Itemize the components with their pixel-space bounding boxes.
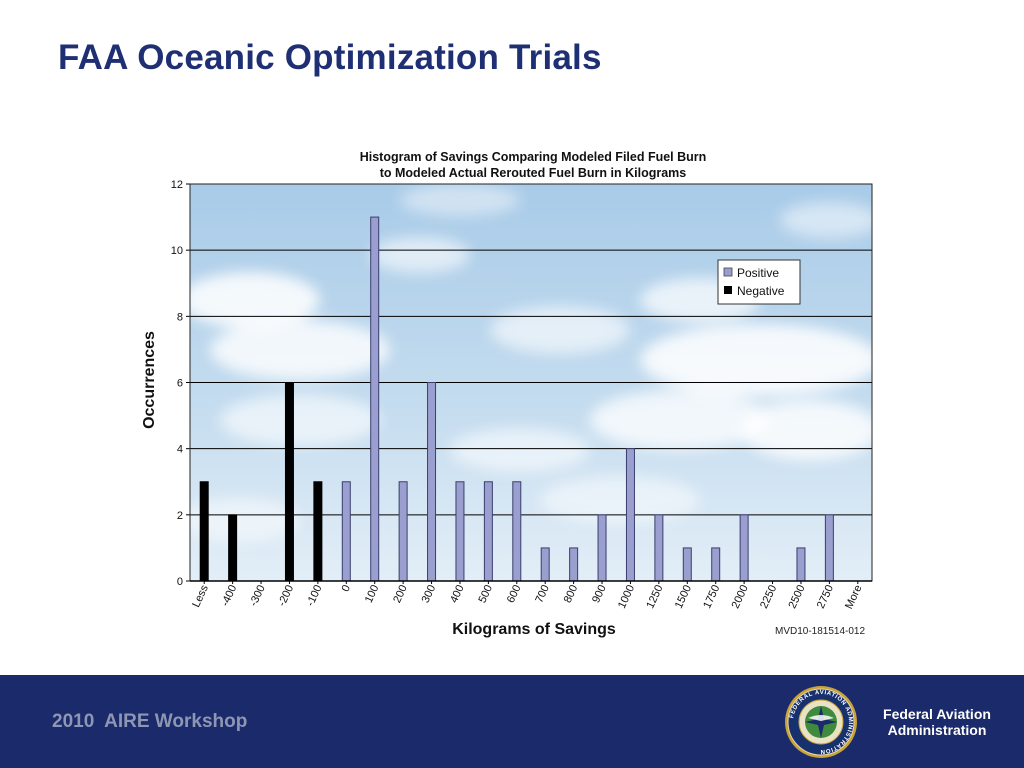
footer-bar: 2010 AIRE Workshop FEDERAL AVIATION ADMI… [0, 675, 1024, 768]
chart-title-line2: to Modeled Actual Rerouted Fuel Burn in … [380, 166, 687, 180]
x-tick-label: More [843, 583, 864, 611]
x-tick-label: 1000 [616, 583, 637, 610]
slide-title: FAA Oceanic Optimization Trials [58, 38, 602, 77]
bar-positive-200 [398, 481, 408, 582]
cloud [400, 184, 520, 216]
legend-label-positive: Positive [737, 266, 779, 280]
bar-positive-500 [483, 481, 493, 582]
x-tick-label: Less [190, 583, 211, 610]
cloud [590, 390, 770, 450]
legend: Positive Negative [717, 259, 801, 305]
bar-negative--200 [284, 382, 294, 582]
cloud [220, 394, 380, 446]
bar-positive-2500 [796, 547, 806, 582]
x-tick-label: 100 [363, 583, 382, 605]
cloud [370, 237, 470, 273]
cloud [490, 306, 630, 354]
bar-positive-900 [597, 514, 607, 582]
faa-seal-icon: FEDERAL AVIATION ADMINISTRATION [785, 686, 857, 758]
bar-positive-600 [512, 481, 522, 582]
cloud [740, 400, 880, 460]
cloud [640, 324, 880, 396]
agency-name: Federal Aviation Administration [866, 706, 1008, 738]
cloud [210, 320, 390, 380]
x-tick-label: 1500 [673, 583, 694, 610]
cloud [180, 272, 320, 328]
x-tick-label: -300 [248, 583, 268, 608]
x-tick-label: 900 [590, 583, 609, 605]
x-tick-label: 2750 [815, 583, 836, 610]
x-tick-label: 1750 [701, 583, 722, 610]
x-tick-label: 2250 [758, 583, 779, 610]
x-tick-label: 0 [340, 583, 353, 594]
x-tick-label: 200 [391, 583, 410, 605]
y-tick-label: 2 [177, 510, 183, 522]
bars [199, 216, 834, 582]
agency-line2: Administration [887, 722, 987, 738]
histogram-chart: 0 2 4 6 8 10 12 Less -400 -300 -200 -100 0 100 200 300 4… [141, 150, 880, 638]
x-tick-label: 2500 [786, 583, 807, 610]
x-tick-label: 1250 [644, 583, 665, 610]
footer-workshop-text: 2010 AIRE Workshop [52, 711, 248, 732]
bar-positive-800 [569, 547, 579, 582]
bar-positive-1000 [625, 448, 635, 582]
cloud [780, 202, 880, 238]
cloud [180, 498, 300, 542]
bar-negative--100 [313, 481, 323, 582]
chart-title-line1: Histogram of Savings Comparing Modeled F… [360, 150, 707, 164]
y-axis-label: Occurrences [141, 331, 158, 429]
bar-positive-700 [540, 547, 550, 582]
cloud [540, 476, 700, 524]
chart-reference-label: MVD10-181514-012 [775, 626, 865, 637]
x-tick-label: 400 [448, 583, 467, 605]
bar-positive-400 [455, 481, 465, 582]
bar-negative-Less [199, 481, 209, 582]
legend-label-negative: Negative [737, 284, 785, 298]
y-tick-label: 6 [177, 378, 183, 390]
x-tick-label: 300 [420, 583, 439, 605]
y-tick-label: 12 [171, 179, 183, 191]
agency-line1: Federal Aviation [883, 706, 991, 722]
bar-positive-1500 [682, 547, 692, 582]
bar-positive-1750 [711, 547, 721, 582]
y-tick-label: 4 [177, 444, 183, 456]
bar-positive-300 [427, 382, 437, 582]
legend-swatch-negative [724, 286, 732, 294]
y-tick-label: 0 [177, 576, 183, 588]
x-tick-label: 2000 [730, 583, 751, 610]
x-tick-label: -100 [304, 583, 324, 608]
x-tick-label: 800 [562, 583, 581, 605]
bar-positive-1250 [654, 514, 664, 582]
y-tick-label: 8 [177, 311, 183, 323]
bar-negative--400 [228, 514, 238, 582]
bar-positive-2750 [824, 514, 834, 582]
bar-positive-2000 [739, 514, 749, 582]
legend-swatch-positive [723, 267, 733, 277]
x-tick-label: 700 [533, 583, 552, 605]
x-axis-label: Kilograms of Savings [452, 621, 616, 638]
x-tick-label: 600 [505, 583, 524, 605]
bar-positive-100 [370, 216, 380, 582]
bar-positive-0 [341, 481, 351, 582]
x-tick-label: -400 [219, 583, 239, 608]
y-tick-label: 10 [171, 245, 183, 257]
x-tick-label: -200 [276, 583, 296, 608]
x-tick-label: 500 [476, 583, 495, 605]
cloud [450, 428, 590, 472]
